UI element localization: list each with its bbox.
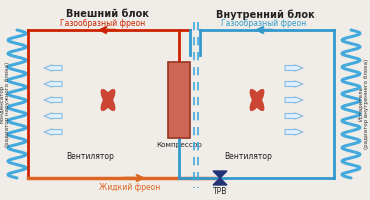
Text: ТРВ: ТРВ — [213, 187, 227, 196]
Ellipse shape — [101, 89, 115, 111]
Text: Жидкий фреон: Жидкий фреон — [99, 183, 161, 192]
Polygon shape — [213, 171, 227, 178]
Ellipse shape — [249, 89, 265, 111]
Polygon shape — [285, 97, 303, 103]
Polygon shape — [285, 113, 303, 119]
Ellipse shape — [101, 89, 115, 111]
FancyBboxPatch shape — [168, 62, 190, 138]
Circle shape — [104, 96, 112, 104]
Polygon shape — [285, 65, 303, 71]
Text: Конденсатор
(радиатор наружного блока): Конденсатор (радиатор наружного блока) — [0, 61, 10, 147]
Text: Внутренний блок: Внутренний блок — [216, 9, 314, 20]
Text: Внешний блок: Внешний блок — [67, 9, 149, 19]
Polygon shape — [44, 113, 62, 119]
Text: Газообразный фреон: Газообразный фреон — [221, 19, 307, 28]
Text: Вентилятор: Вентилятор — [224, 152, 272, 161]
Polygon shape — [44, 97, 62, 103]
Polygon shape — [213, 178, 227, 185]
Polygon shape — [44, 81, 62, 87]
Polygon shape — [44, 129, 62, 135]
Polygon shape — [285, 81, 303, 87]
Text: Испаритель
(радиатор внутреннего блока): Испаритель (радиатор внутреннего блока) — [359, 59, 369, 149]
Circle shape — [253, 96, 261, 104]
Ellipse shape — [249, 89, 265, 111]
Text: Вентилятор: Вентилятор — [66, 152, 114, 161]
Text: Компрессор: Компрессор — [156, 142, 202, 148]
Polygon shape — [44, 65, 62, 71]
Text: Газообразный фреон: Газообразный фреон — [60, 19, 146, 28]
Polygon shape — [285, 129, 303, 135]
